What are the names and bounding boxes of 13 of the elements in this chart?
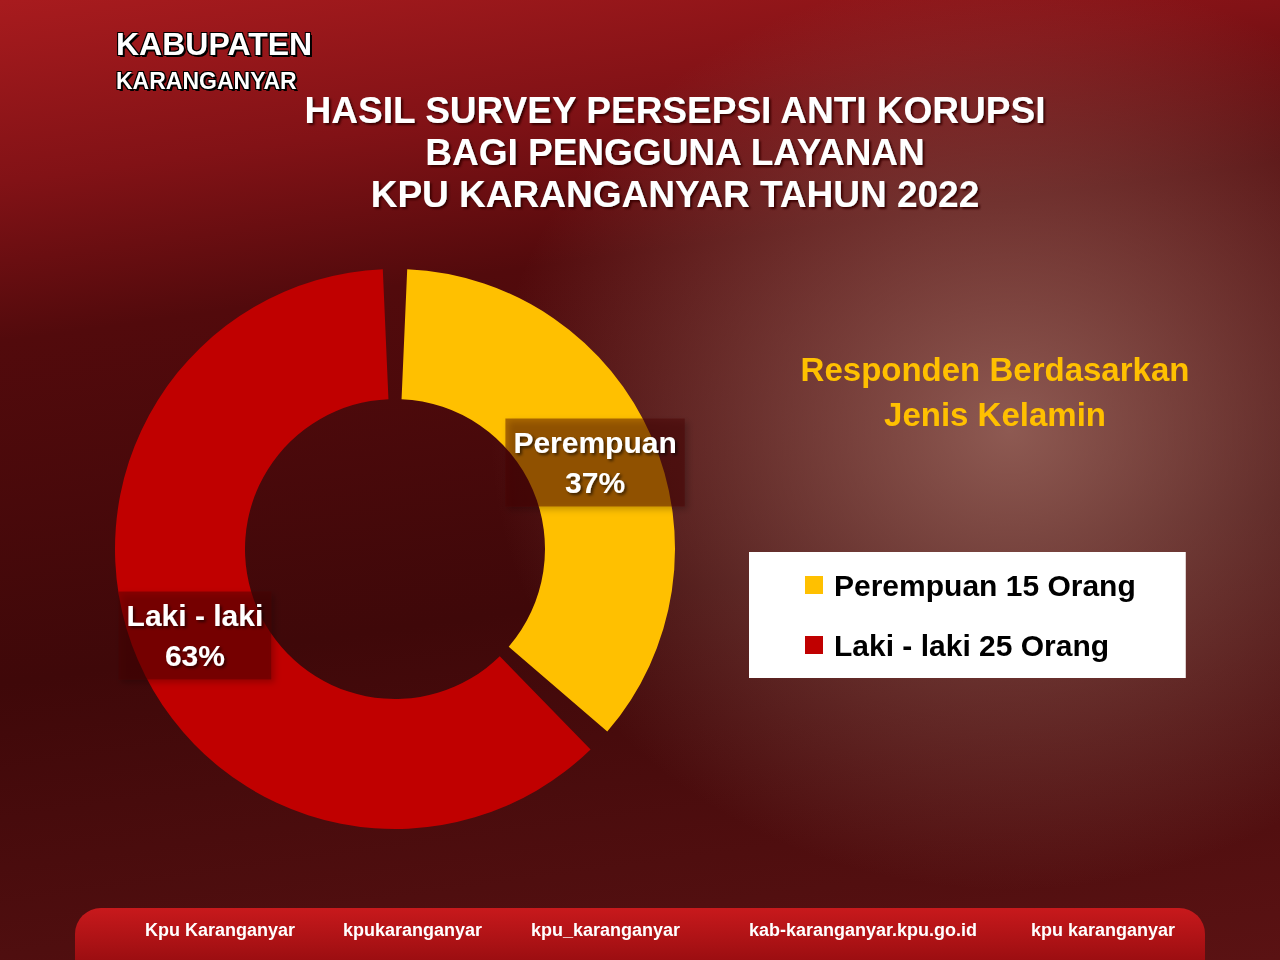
chart-title: HASIL SURVEY PERSEPSI ANTI KORUPSI BAGI PENGGUNA LAYANAN KPU KARANGANYAR TAHUN 2022 (304, 89, 1046, 215)
text: Responden Berdasarkan Jenis Kelamin (800, 351, 1190, 433)
legend-label: Laki - laki 25 Orang (834, 628, 1110, 662)
text: kpukaranganyar (343, 920, 483, 942)
legend-label: Perempuan 15 Orang (834, 568, 1136, 602)
text: kab-karanganyar.kpu.go.id (749, 920, 978, 942)
text: Kpu Karanganyar (145, 920, 296, 942)
text: KARANGANYAR (116, 68, 297, 96)
text: kpu karanganyar (1031, 920, 1176, 942)
text: kpu_karanganyar (531, 920, 681, 942)
data-label: Perempuan 37% (513, 425, 677, 499)
data-label: Laki - laki 63% (126, 599, 264, 673)
text: KABUPATEN (116, 25, 313, 64)
